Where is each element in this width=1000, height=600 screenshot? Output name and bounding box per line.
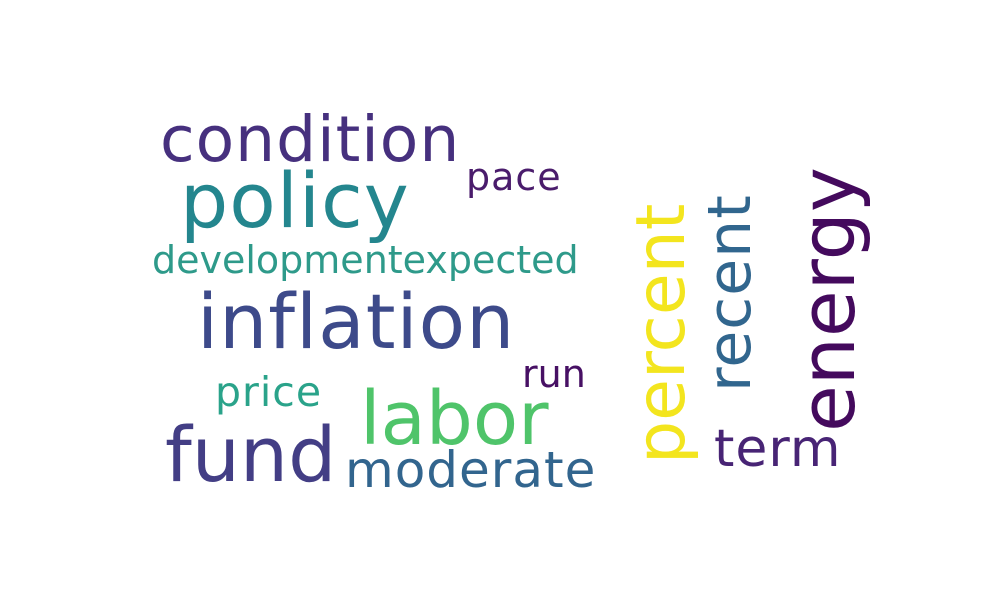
word-inflation: inflation <box>197 277 516 366</box>
word-term: term <box>714 419 842 479</box>
word-recent: recent <box>695 194 765 392</box>
word-developmentexpected: developmentexpected <box>152 238 579 282</box>
word-pace: pace <box>466 155 562 199</box>
word-policy: policy <box>180 156 410 245</box>
word-labor: labor <box>360 376 549 462</box>
word-run: run <box>522 352 586 396</box>
word-fund: fund <box>165 410 337 499</box>
word-energy: energy <box>783 167 872 432</box>
word-percent: percent <box>622 203 701 464</box>
word-condition: condition <box>160 103 461 176</box>
word-price: price <box>215 368 323 416</box>
word-moderate: moderate <box>345 441 597 499</box>
